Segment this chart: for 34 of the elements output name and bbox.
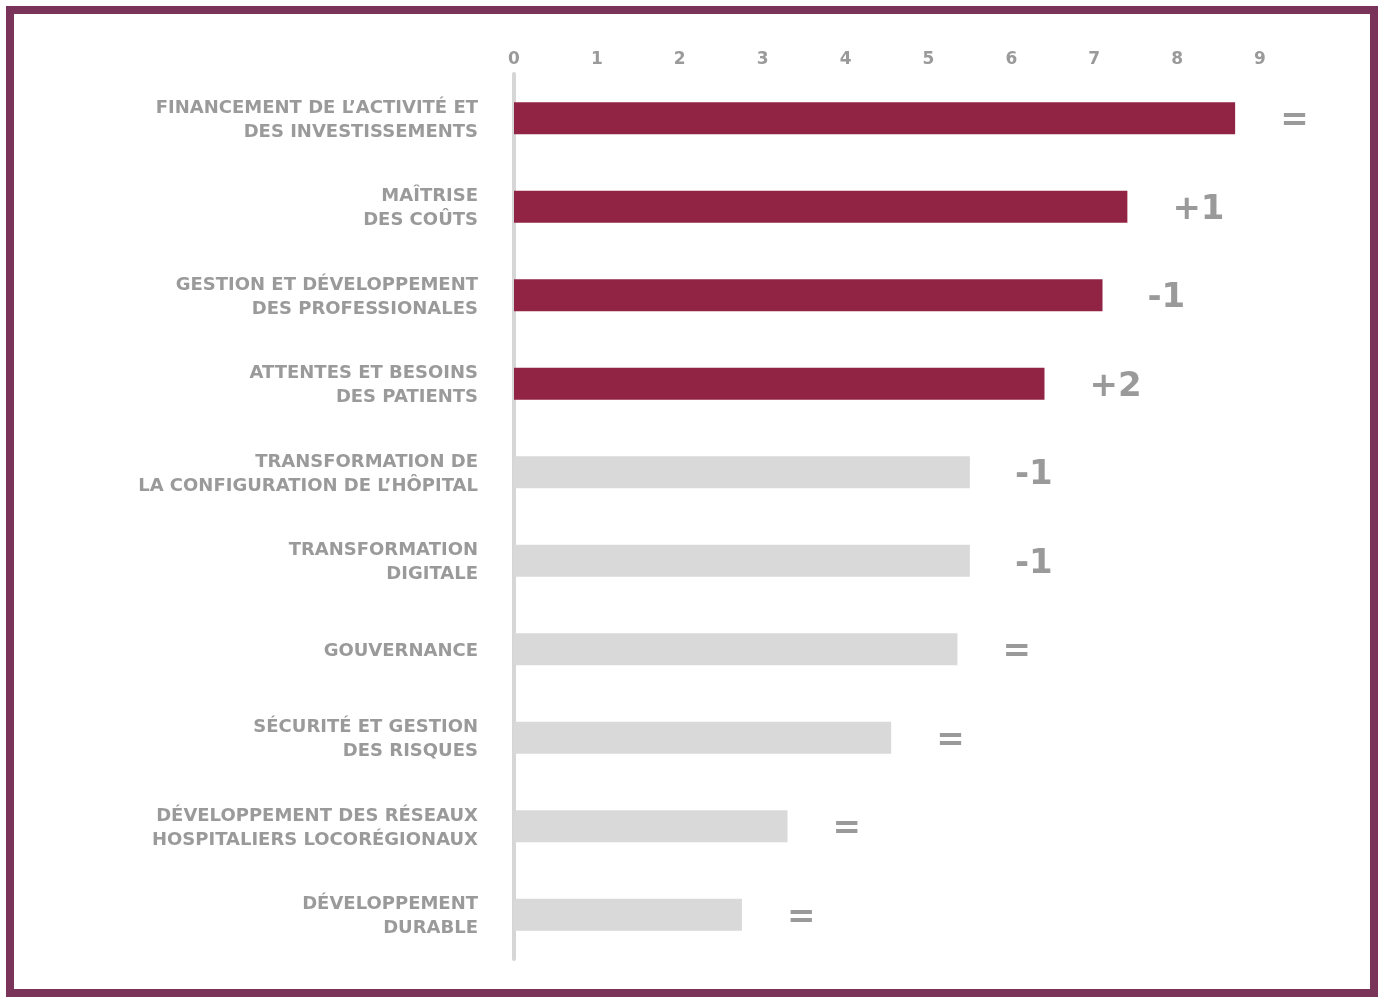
bar [514,279,1103,312]
annotation: = [936,717,965,758]
y-tick-label: DÉVELOPPEMENT DURABLE [302,892,479,938]
bar [514,367,1045,400]
y-tick-label: SÉCURITÉ ET GESTION DES RISQUES [253,715,478,761]
x-tick-label: 1 [590,47,603,68]
y-tick-label: MAÎTRISE DES COÛTS [363,184,478,230]
annotation: = [786,894,816,935]
annotation: -1 [1147,275,1186,316]
annotation: = [1002,629,1031,670]
x-tick-label: 8 [1171,47,1184,68]
y-tick-label: GOUVERNANCE [323,638,478,660]
x-tick-label: 9 [1254,47,1266,68]
y-tick-label: TRANSFORMATION DIGITALE [288,538,478,584]
annotation: = [832,806,862,847]
x-tick-label: 0 [508,47,521,68]
x-tick-label: 2 [673,47,686,68]
annotation: -1 [1014,452,1053,493]
annotation: -1 [1014,540,1053,581]
y-tick-label: TRANSFORMATION DE LA CONFIGURATION DE L’HÔPITAL [138,449,478,495]
bar [514,102,1236,135]
y-tick-label: ATTENTES ET BESOINS DES PATIENTS [249,361,478,407]
x-tick-label: 3 [756,47,769,68]
x-tick-label: 5 [922,47,935,68]
x-tick-label: 6 [1005,47,1018,68]
annotation: +1 [1172,186,1225,227]
y-tick-label: GESTION ET DÉVELOPPEMENT DES PROFESSIONALES [175,272,479,318]
annotation: +2 [1089,363,1142,404]
x-tick-label: 7 [1088,47,1101,68]
bar [514,190,1128,223]
x-tick-label: 4 [839,47,852,68]
y-tick-label: FINANCEMENT DE L’ACTIVITÉ ET DES INVESTISSEMENTS [155,95,479,141]
y-tick-label: DÉVELOPPEMENT DES RÉSEAUX HOSPITALIERS LOCORÉGIONAUX [151,803,479,849]
annotation: = [1280,98,1309,139]
